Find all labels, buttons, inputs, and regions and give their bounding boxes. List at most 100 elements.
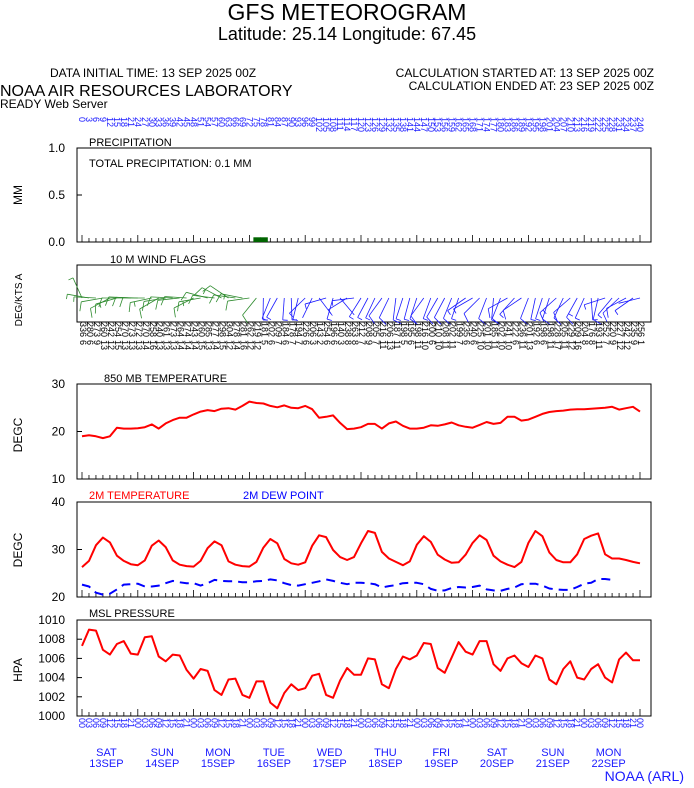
top-hour-label: 15 bbox=[112, 117, 122, 127]
top-hour-label: 48 bbox=[189, 117, 199, 127]
top-hour-label: 90 bbox=[286, 117, 296, 127]
wind-direction-label: 240 bbox=[469, 322, 479, 337]
top-hour-label: 228 bbox=[607, 117, 617, 132]
top-hour-label: 12 bbox=[105, 117, 115, 127]
location-coordinates: Latitude: 25.14 Longitude: 67.45 bbox=[217, 24, 477, 44]
top-hour-label: 126 bbox=[370, 117, 380, 132]
wind-speed-label: 12 bbox=[622, 340, 632, 350]
wind-speed-label: 12 bbox=[224, 340, 234, 350]
top-hour-label: 147 bbox=[419, 117, 429, 132]
wind-direction-label: 201 bbox=[524, 322, 534, 337]
wind-direction-label: 272 bbox=[134, 322, 144, 337]
top-hour-label: 216 bbox=[579, 117, 589, 132]
y-axis-label: DEG/KTS A bbox=[14, 273, 25, 326]
wind-direction-label: 273 bbox=[127, 322, 137, 337]
wind-speed-label: 15 bbox=[197, 340, 207, 350]
wind-speed-label: 6 bbox=[329, 340, 339, 345]
top-hour-label: 189 bbox=[516, 117, 526, 132]
wind-barb-flag bbox=[491, 318, 500, 325]
bottom-hour-label: 21 bbox=[293, 718, 303, 728]
bottom-hour-label: 18 bbox=[342, 718, 352, 728]
wind-barb-shaft bbox=[378, 297, 390, 318]
wind-direction-label: 222 bbox=[510, 322, 520, 337]
top-hour-label: 129 bbox=[377, 117, 387, 132]
y-tick-label: 1008 bbox=[38, 632, 65, 646]
wind-barb-half-flag bbox=[530, 319, 536, 321]
day-of-week-label: SAT bbox=[96, 747, 117, 759]
top-hour-label: 156 bbox=[440, 117, 450, 132]
wind-direction-label: 258 bbox=[148, 322, 158, 337]
wind-barb-shaft bbox=[304, 297, 327, 305]
bottom-hour-label: 12 bbox=[272, 718, 282, 728]
top-hour-label: 84 bbox=[272, 117, 282, 127]
bottom-hour-label: 21 bbox=[572, 718, 582, 728]
day-of-week-label: TUE bbox=[263, 747, 285, 759]
wind-barb-flag bbox=[409, 318, 418, 325]
wind-barb-shaft bbox=[614, 297, 634, 311]
bottom-hour-label: 03 bbox=[251, 718, 261, 728]
wind-barb-flag bbox=[539, 312, 545, 322]
bottom-hour-label: 12 bbox=[496, 718, 506, 728]
top-hour-label: 30 bbox=[147, 117, 157, 127]
date-label: 18SEP bbox=[368, 758, 402, 770]
wind-barb-shaft bbox=[282, 297, 285, 320]
bottom-hour-label: 00 bbox=[133, 718, 143, 728]
wind-barb-half-flag bbox=[68, 277, 74, 281]
bottom-hour-label: 06 bbox=[203, 718, 213, 728]
wind-direction-label: 143 bbox=[315, 322, 325, 337]
wind-barb-shaft bbox=[81, 297, 103, 303]
wind-barb-flag bbox=[592, 319, 602, 325]
wind-barb-flag bbox=[146, 296, 152, 306]
wind-barb-shaft bbox=[227, 297, 250, 302]
wind-barb-shaft bbox=[574, 297, 585, 319]
wind-direction-label: 254 bbox=[322, 322, 332, 337]
wind-barb-half-flag bbox=[404, 318, 410, 321]
bottom-hour-label: 12 bbox=[607, 718, 617, 728]
top-hour-label: 195 bbox=[530, 117, 540, 132]
wind-barb-flag bbox=[606, 308, 609, 318]
wind-direction-label: 210 bbox=[434, 322, 444, 337]
wind-barb-half-flag bbox=[568, 313, 574, 317]
wind-speed-label: 6 bbox=[538, 340, 548, 345]
wind-speed-label: 11 bbox=[378, 340, 388, 349]
top-hour-label: 225 bbox=[600, 117, 610, 132]
wind-barb-flag bbox=[128, 302, 131, 313]
bottom-hour-label: 18 bbox=[621, 718, 631, 728]
wind-barb-flag bbox=[426, 316, 434, 325]
wind-speed-label: 9 bbox=[92, 340, 102, 345]
top-hour-label: 180 bbox=[496, 117, 506, 132]
wind-barb-half-flag bbox=[261, 318, 267, 321]
wind-barb-shaft bbox=[542, 297, 550, 320]
bottom-hour-label: 18 bbox=[509, 718, 519, 728]
wind-barb-shaft bbox=[443, 297, 453, 319]
top-hour-label: 201 bbox=[544, 117, 554, 132]
wind-barb-half-flag bbox=[182, 301, 185, 307]
top-hour-label: 177 bbox=[489, 117, 499, 132]
wind-barb-shaft bbox=[453, 297, 473, 310]
bottom-hour-label: 12 bbox=[217, 718, 227, 728]
bottom-hour-label: 15 bbox=[168, 718, 178, 728]
wind-speed-label: 9 bbox=[608, 340, 618, 345]
wind-barb-flag bbox=[502, 310, 507, 320]
wind-direction-label: 256 bbox=[636, 322, 646, 337]
wind-barb-flag bbox=[566, 316, 574, 325]
wind-speed-label: 13 bbox=[169, 340, 179, 350]
top-hour-label: 165 bbox=[461, 117, 471, 132]
wind-direction-label: 240 bbox=[155, 322, 165, 337]
wind-barb-shaft bbox=[289, 297, 306, 314]
wind-direction-label: 198 bbox=[413, 322, 423, 337]
wind-speed-label: 10 bbox=[503, 340, 513, 350]
wind-barb-half-flag bbox=[331, 300, 334, 306]
calculation-started: CALCULATION STARTED AT: 13 SEP 2025 00Z bbox=[395, 66, 654, 80]
wind-direction-label: 198 bbox=[545, 322, 555, 337]
wind-direction-label: 277 bbox=[211, 322, 221, 337]
wind-speed-label: 8 bbox=[587, 340, 597, 345]
date-label: 21SEP bbox=[536, 758, 570, 770]
bottom-hour-label: 21 bbox=[628, 718, 638, 728]
wind-speed-label: 12 bbox=[566, 340, 576, 350]
top-hour-label: 87 bbox=[279, 117, 289, 127]
wind-barb-flag bbox=[378, 317, 387, 325]
wind-direction-label: 206 bbox=[308, 322, 318, 337]
wind-barb-shaft bbox=[478, 297, 487, 319]
dewpoint2m-line bbox=[81, 578, 613, 596]
